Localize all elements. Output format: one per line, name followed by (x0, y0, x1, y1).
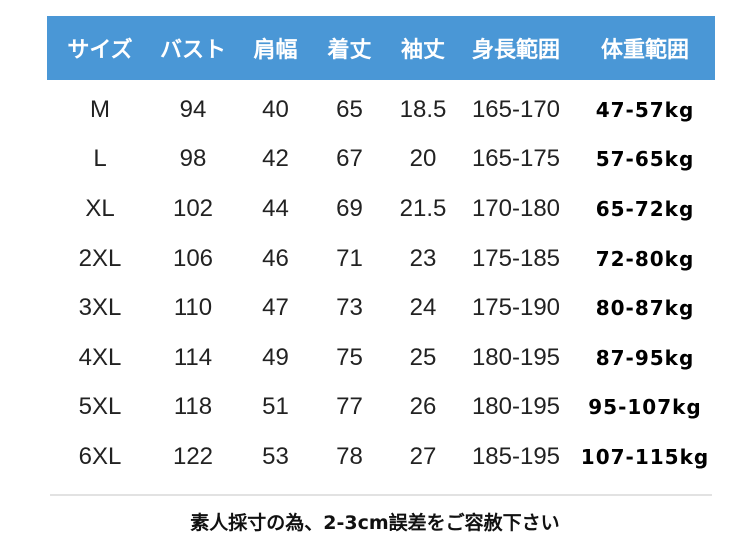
cell-length: 69 (336, 194, 363, 222)
header-bust: バスト (159, 38, 226, 63)
header-height-range: 身長範囲 (471, 38, 560, 63)
header-size: サイズ (67, 38, 133, 63)
cell-sleeve: 20 (409, 145, 437, 173)
cell-length: 77 (336, 393, 363, 421)
cell-bust: 122 (172, 442, 214, 470)
header-shoulder: 肩幅 (253, 38, 298, 63)
table-row: M 94 40 65 18.5 165-170 47-57kg (50, 85, 720, 135)
cell-length: 75 (336, 343, 363, 371)
divider (50, 494, 712, 496)
cell-height-range: 180-195 (471, 393, 561, 421)
cell-size: 5XL (78, 393, 122, 421)
cell-size: 6XL (78, 442, 122, 470)
cell-bust: 110 (173, 294, 213, 322)
header-row: サイズ バスト 肩幅 着丈 袖丈 身長範囲 体重範囲 (50, 16, 720, 80)
cell-weight-range: 80-87kg (595, 296, 695, 321)
cell-weight-range: 65-72kg (595, 196, 695, 221)
cell-sleeve: 23 (409, 244, 437, 272)
cell-bust: 102 (172, 194, 214, 222)
cell-sleeve: 27 (409, 442, 437, 470)
table-row: 4XL 114 49 75 25 180-195 87-95kg (50, 333, 720, 383)
cell-length: 73 (336, 294, 363, 322)
table-header: サイズ バスト 肩幅 着丈 袖丈 身長範囲 体重範囲 (47, 16, 715, 80)
cell-length: 71 (336, 244, 363, 272)
cell-size: L (93, 145, 107, 173)
table-row: 3XL 110 47 73 24 175-190 80-87kg (50, 283, 720, 333)
table-row: 5XL 118 51 77 26 180-195 95-107kg (50, 383, 720, 433)
table-row: L 98 42 67 20 165-175 57-65kg (50, 135, 720, 185)
cell-sleeve: 24 (409, 294, 437, 322)
cell-sleeve: 26 (409, 393, 437, 421)
cell-shoulder: 44 (262, 194, 289, 222)
cell-bust: 98 (179, 145, 207, 173)
table-row: 2XL 106 46 71 23 175-185 72-80kg (50, 234, 720, 284)
cell-size: 4XL (78, 343, 122, 371)
cell-height-range: 175-190 (471, 294, 561, 322)
cell-weight-range: 72-80kg (595, 246, 695, 271)
cell-sleeve: 18.5 (399, 95, 447, 123)
cell-shoulder: 49 (262, 343, 289, 371)
cell-height-range: 180-195 (471, 343, 561, 371)
cell-weight-range: 107-115kg (580, 444, 710, 469)
cell-bust: 114 (173, 343, 213, 371)
header-length: 着丈 (327, 38, 372, 63)
cell-weight-range: 47-57kg (595, 97, 695, 122)
measurement-note: 素人採寸の為、2-3cm誤差をご容赦下さい (190, 512, 560, 534)
cell-height-range: 175-185 (471, 244, 561, 272)
cell-height-range: 185-195 (471, 442, 561, 470)
cell-shoulder: 53 (262, 442, 289, 470)
cell-bust: 106 (172, 244, 214, 272)
cell-shoulder: 42 (262, 145, 289, 173)
cell-sleeve: 25 (409, 343, 437, 371)
header-weight-range: 体重範囲 (600, 38, 689, 63)
cell-bust: 118 (173, 393, 213, 421)
cell-bust: 94 (179, 95, 207, 123)
table-row: 6XL 122 53 78 27 185-195 107-115kg (50, 432, 720, 482)
cell-weight-range: 95-107kg (588, 395, 702, 420)
cell-length: 67 (336, 145, 363, 173)
cell-size: 2XL (78, 244, 122, 272)
cell-weight-range: 87-95kg (595, 345, 695, 370)
cell-height-range: 165-170 (471, 95, 561, 123)
cell-size: XL (85, 194, 115, 222)
cell-shoulder: 40 (262, 95, 289, 123)
cell-shoulder: 46 (262, 244, 289, 272)
cell-height-range: 170-180 (471, 194, 561, 222)
cell-length: 65 (336, 95, 363, 123)
cell-size: 3XL (78, 294, 122, 322)
cell-shoulder: 47 (262, 294, 289, 322)
cell-weight-range: 57-65kg (595, 147, 695, 172)
table-row: XL 102 44 69 21.5 170-180 65-72kg (50, 184, 720, 234)
header-sleeve: 袖丈 (400, 38, 445, 63)
cell-shoulder: 51 (262, 393, 289, 421)
cell-sleeve: 21.5 (399, 194, 447, 222)
cell-size: M (90, 95, 110, 123)
cell-height-range: 165-175 (471, 145, 561, 173)
cell-length: 78 (336, 442, 363, 470)
